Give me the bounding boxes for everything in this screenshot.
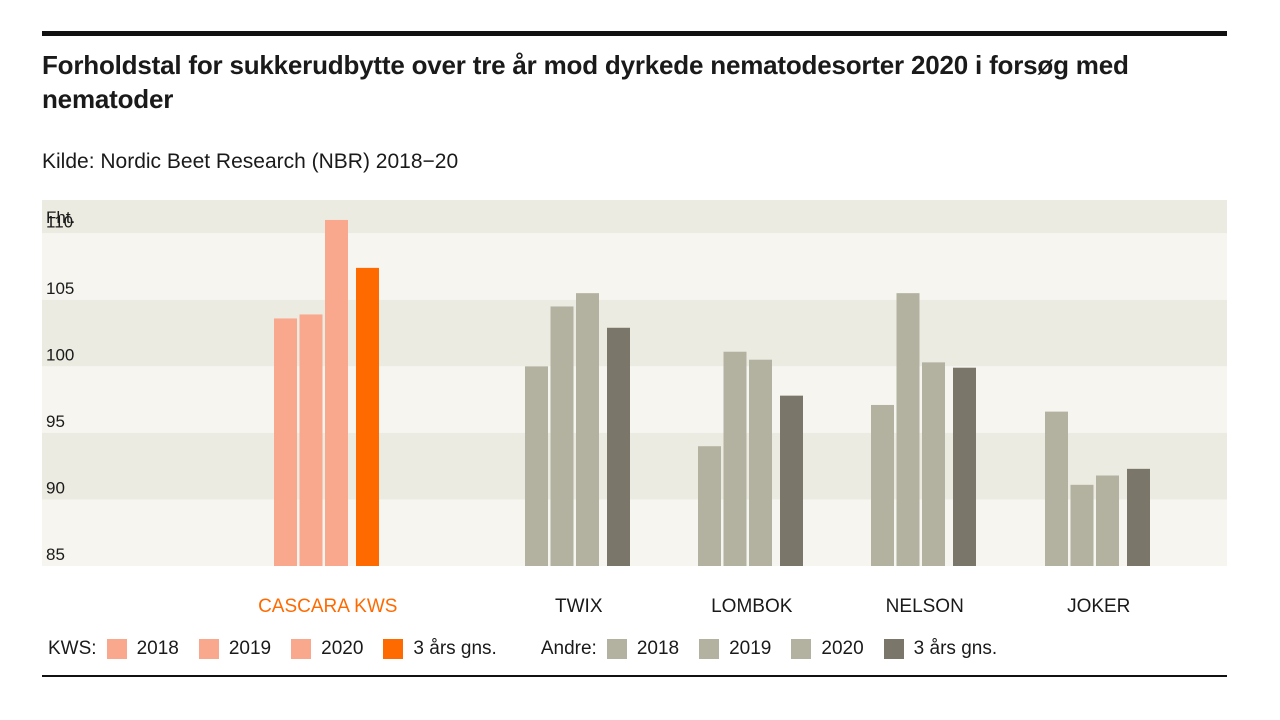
bar-lombok-2019: [723, 351, 747, 566]
legend-swatch-andre-2020: [791, 639, 812, 659]
legend-text: 2018: [636, 638, 680, 659]
legend-kws-label: KWS:: [48, 638, 97, 659]
bar-joker-2019: [1070, 484, 1094, 566]
legend-swatch-andre-avg: [883, 639, 904, 659]
legend-text: 2019: [228, 638, 272, 659]
legend-swatch-andre-2018: [606, 639, 627, 659]
grid-band: [42, 432, 1227, 500]
bar-joker-avg: [1127, 468, 1150, 566]
legend-item-andre-avg: 3 års gns.: [883, 638, 998, 660]
legend-swatch-andre-2019: [699, 639, 720, 659]
bar-nelson-2019: [896, 293, 920, 566]
legend-item-andre-2019: 2019: [699, 638, 771, 660]
legend-item-kws-2018: 2018: [106, 638, 179, 660]
category-label: TWIX: [555, 596, 603, 617]
category-label: LOMBOK: [711, 596, 793, 617]
y-axis-ticks: 85 90 95 100 105 110: [46, 212, 74, 564]
bottom-rule: [42, 675, 1227, 677]
y-tick-label: 85: [46, 545, 65, 564]
bar-twix-avg: [607, 327, 630, 566]
legend-item-andre-2018: 2018: [606, 638, 680, 660]
category-label: JOKER: [1067, 596, 1130, 617]
bar-nelson-2020: [922, 362, 945, 566]
bars: [274, 219, 1150, 567]
category-label: NELSON: [886, 596, 964, 617]
legend-andre-label: Andre:: [540, 638, 597, 659]
y-tick-label: 95: [46, 412, 65, 431]
y-tick-label: 90: [46, 478, 65, 497]
bar-cascara-kws-2019: [299, 314, 323, 566]
legend-text: 2020: [821, 638, 864, 659]
y-tick-label: 100: [46, 345, 74, 364]
bar-lombok-2018: [698, 446, 721, 566]
grid-bands: [42, 200, 1227, 566]
legend-text: 2020: [321, 638, 364, 659]
legend-item-andre-2020: 2020: [791, 638, 864, 660]
chart-title: Forholdstal for sukkerudbytte over tre å…: [42, 50, 1129, 114]
bar-twix-2018: [525, 366, 548, 566]
bar-cascara-kws-2018: [274, 318, 297, 566]
bar-cascara-kws-avg: [356, 267, 379, 566]
bar-joker-2018: [1045, 411, 1068, 566]
grid-band: [42, 200, 1227, 234]
y-tick-label: 110: [46, 212, 73, 231]
legend-text: 3 års gns.: [913, 638, 998, 659]
bar-nelson-2018: [871, 404, 894, 566]
bar-cascara-kws-2020: [325, 219, 348, 567]
legend-item-kws-avg: 3 års gns.: [383, 638, 497, 660]
bar-lombok-2020: [749, 359, 772, 566]
bar-twix-2019: [550, 306, 574, 566]
legend-text: 2018: [136, 638, 179, 659]
grid-band: [42, 499, 1227, 566]
grid-band: [42, 233, 1227, 300]
legend-item-kws-2020: 2020: [291, 638, 363, 660]
legend-swatch-kws-avg: [383, 639, 404, 659]
category-label: CASCARA KWS: [258, 596, 397, 617]
category-labels: CASCARA KWS TWIX LOMBOK NELSON JOKER: [258, 596, 1130, 617]
legend-text: 3 års gns.: [413, 638, 497, 659]
y-axis-label: Fht.: [46, 208, 75, 227]
y-tick-label: 105: [46, 279, 74, 298]
bar-twix-2020: [576, 293, 599, 566]
legend-swatch-kws-2018: [106, 639, 127, 659]
chart-subtitle: Kilde: Nordic Beet Research (NBR) 2018−2…: [42, 150, 459, 173]
grid-band: [42, 366, 1227, 433]
grid-band: [42, 299, 1227, 367]
bar-nelson-avg: [953, 367, 976, 566]
bar-lombok-avg: [780, 395, 803, 566]
legend-text: 2019: [729, 638, 772, 659]
top-rule: [42, 31, 1227, 36]
legend-swatch-kws-2019: [198, 639, 219, 659]
legend-swatch-kws-2020: [291, 639, 312, 659]
bar-joker-2020: [1096, 475, 1119, 566]
legend-item-kws-2019: 2019: [198, 638, 272, 660]
legend: KWS: 2018 2019 2020 3 års gns. Andre: 20…: [48, 636, 1017, 662]
bar-chart: Fht. 85 90 95 100 105 110 CASCARA KWS TWIX LOMB…: [42, 200, 1227, 617]
